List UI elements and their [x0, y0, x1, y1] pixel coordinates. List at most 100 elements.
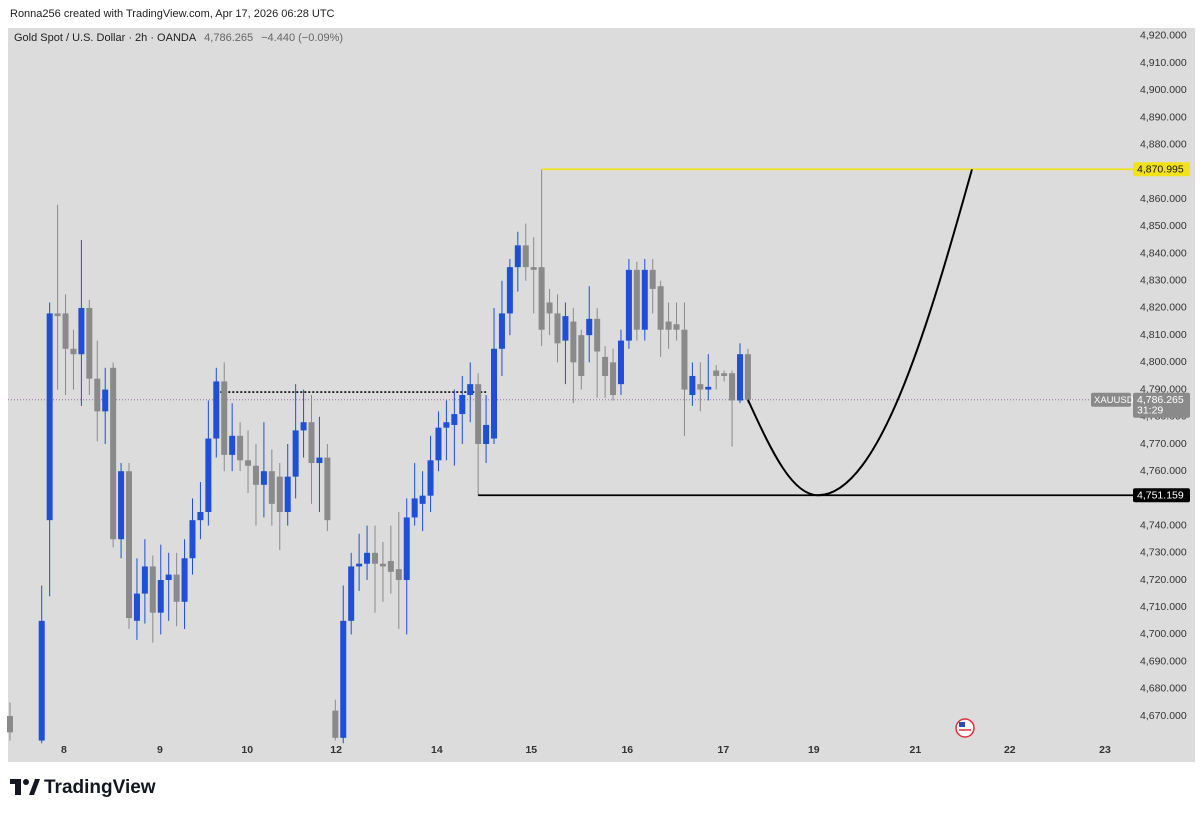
- symbol-tag-box: [1091, 392, 1131, 407]
- event-icon-ring: [955, 718, 975, 738]
- level-label: 4,751.159: [1137, 490, 1184, 502]
- y-tick-label: 4,700.000: [1140, 628, 1187, 640]
- candle-body: [356, 563, 363, 567]
- candle-body: [451, 414, 458, 425]
- y-tick-label: 4,840.000: [1140, 247, 1187, 259]
- symbol-tag: XAUUSD: [1094, 395, 1134, 406]
- plot: 4,920.000 4,910.000 4,900.000 4,890.000 4,88…: [6, 30, 1190, 756]
- x-tick-label: 22: [1004, 744, 1016, 756]
- last-price-label: 4,786.265: [1137, 394, 1184, 406]
- x-tick-label: 12: [330, 744, 342, 756]
- candle-body: [86, 307, 93, 379]
- candle-body: [744, 354, 751, 400]
- candle-body: [300, 422, 307, 431]
- candle-body: [443, 422, 450, 428]
- candle-body: [625, 269, 632, 341]
- candle-body: [324, 457, 331, 521]
- logo: TradingView: [10, 777, 156, 798]
- candle-body: [498, 313, 505, 349]
- candle-body: [379, 563, 386, 567]
- candle-body: [435, 427, 442, 461]
- countdown: 31:29: [1137, 405, 1163, 417]
- candle-body: [197, 512, 204, 521]
- x-tick-label: 23: [1099, 744, 1111, 756]
- candle-body: [94, 378, 101, 412]
- candle-body: [419, 495, 426, 504]
- candle-body: [6, 716, 13, 733]
- attribution: Ronna256 created with TradingView.com, A…: [10, 8, 335, 20]
- brand: TradingView: [44, 777, 156, 798]
- candle-body: [514, 245, 521, 268]
- candle-body: [729, 373, 736, 401]
- y-tick-label: 4,900.000: [1140, 84, 1187, 96]
- y-tick-label: 4,810.000: [1140, 329, 1187, 341]
- candle-body: [46, 313, 53, 521]
- level-label-box: [1133, 162, 1190, 177]
- candle-body: [610, 362, 617, 396]
- y-tick-label: 4,830.000: [1140, 275, 1187, 287]
- y-tick-label: 4,880.000: [1140, 138, 1187, 150]
- candle-body: [395, 569, 402, 581]
- candle-body: [292, 430, 299, 477]
- candle-body: [110, 367, 117, 540]
- candle-body: [721, 373, 728, 376]
- candle-body: [165, 574, 172, 581]
- candle-body: [189, 520, 196, 559]
- y-tick-label: 4,850.000: [1140, 220, 1187, 232]
- candle-body: [348, 566, 355, 621]
- y-tick-label: 4,730.000: [1140, 547, 1187, 559]
- y-tick-label: 4,890.000: [1140, 111, 1187, 123]
- x-tick-label: 15: [525, 744, 537, 756]
- y-tick-label: 4,760.000: [1140, 465, 1187, 477]
- logo-dot: [23, 779, 29, 785]
- chart-background: [8, 28, 1195, 762]
- candle-body: [284, 476, 291, 513]
- candle-body: [54, 313, 61, 317]
- y-tick-label: 4,770.000: [1140, 438, 1187, 450]
- price: 4,786.265: [204, 32, 253, 44]
- candle-body: [102, 389, 109, 412]
- candle-body: [62, 313, 69, 349]
- candle-body: [411, 498, 418, 518]
- candle-body: [705, 386, 712, 390]
- y-tick-label: 4,710.000: [1140, 601, 1187, 613]
- y-tick-label: 4,690.000: [1140, 655, 1187, 667]
- candle-body: [673, 324, 680, 330]
- y-tick-label: 4,800.000: [1140, 356, 1187, 368]
- candle-body: [229, 435, 236, 455]
- candle-body: [252, 465, 259, 485]
- candle-body: [602, 356, 609, 376]
- candle-body: [562, 316, 569, 341]
- last-price-box: [1133, 392, 1190, 418]
- y-tick-label: 4,670.000: [1140, 710, 1187, 722]
- candle-body: [570, 321, 577, 363]
- y-tick-label: 4,680.000: [1140, 683, 1187, 695]
- candle-body: [506, 267, 513, 314]
- candle-body: [141, 566, 148, 594]
- candle-body: [340, 620, 347, 738]
- candle-body: [522, 245, 529, 268]
- y-tick-label: 4,820.000: [1140, 302, 1187, 314]
- x-tick-label: 10: [241, 744, 253, 756]
- candle-body: [657, 286, 664, 330]
- candle-body: [554, 313, 561, 344]
- candle-body: [713, 370, 720, 376]
- candle-body: [181, 558, 188, 602]
- candle-body: [475, 384, 482, 444]
- candle-body: [594, 318, 601, 352]
- x-tick-label: 19: [808, 744, 820, 756]
- candle-body: [78, 307, 85, 355]
- candle-body: [403, 517, 410, 581]
- projection-curve: [747, 168, 973, 497]
- level-label-box: [1133, 488, 1190, 503]
- candle-body: [681, 329, 688, 390]
- candle-body: [308, 422, 315, 464]
- x-tick-label: 9: [157, 744, 163, 756]
- x-tick-label: 14: [431, 744, 443, 756]
- candle-body: [213, 381, 220, 439]
- candle-body: [641, 269, 648, 330]
- y-tick-label: 4,790.000: [1140, 383, 1187, 395]
- candle-body: [268, 471, 275, 504]
- candle-body: [364, 552, 371, 564]
